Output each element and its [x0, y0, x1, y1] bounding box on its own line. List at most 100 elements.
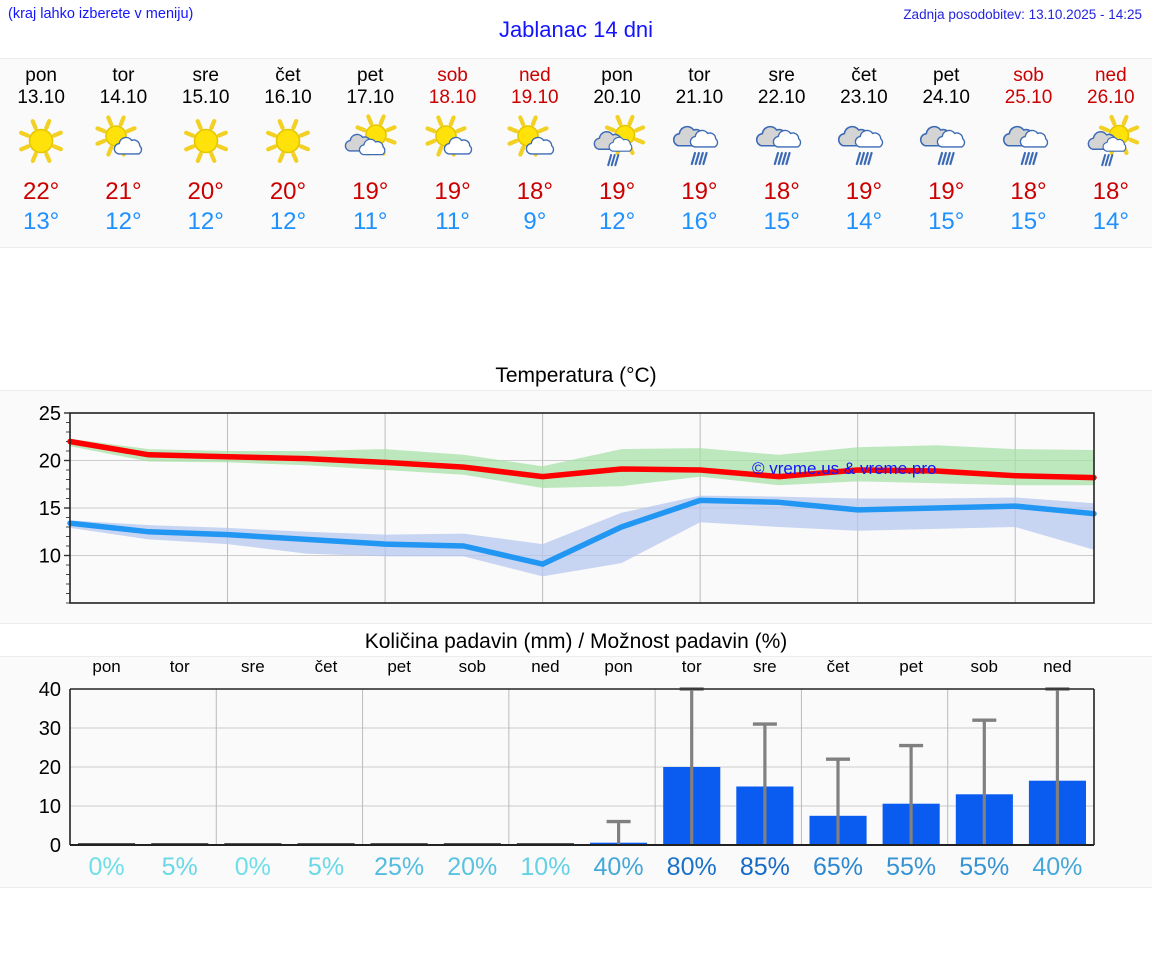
sun-cloud-icon [503, 111, 567, 173]
forecast-day-date: 14.10 [99, 87, 148, 108]
forecast-day-column[interactable]: sob 18.10 19° 11° [411, 59, 493, 247]
forecast-day-name: sob [1013, 65, 1044, 86]
sun-cloud-rain-icon [585, 111, 649, 173]
forecast-day-date: 24.10 [922, 87, 970, 108]
precipitation-probability: 85% [739, 852, 790, 881]
svg-text:15: 15 [39, 498, 61, 520]
precipitation-probability: 20% [447, 852, 498, 881]
forecast-day-date: 17.10 [346, 87, 395, 108]
svg-text:25: 25 [39, 403, 61, 425]
forecast-max-temp: 20° [269, 178, 307, 205]
forecast-day-name: sob [437, 65, 468, 86]
precipitation-probability-row: 0% 5% 0% 5% 25% 20% 10% 40% 80% 85% 65% 55% 55% 40% [70, 847, 1094, 887]
precipitation-day-label: sre [241, 657, 265, 676]
rain-icon [997, 111, 1061, 173]
forecast-day-column[interactable]: ned 19.10 18° 9° [494, 59, 576, 247]
daily-forecast-strip: pon 13.10 22° 13° tor 14.10 21° 12° sre 15.10 20°… [0, 58, 1152, 248]
svg-text:20: 20 [39, 451, 61, 473]
sunny-icon [9, 111, 73, 173]
forecast-day-name: ned [518, 65, 551, 86]
rain-icon [914, 111, 978, 173]
last-updated-text: Zadnja posodobitev: 13.10.2025 - 14:25 [903, 7, 1142, 22]
forecast-day-column[interactable]: pon 13.10 22° 13° [0, 59, 82, 247]
precipitation-day-label: pet [899, 657, 923, 676]
watermark-text: © vreme.us & vreme.pro [752, 459, 937, 478]
forecast-day-date: 26.10 [1087, 87, 1135, 108]
precipitation-plot: 0 10 20 30 40 [39, 679, 1095, 857]
svg-text:10: 10 [39, 796, 61, 818]
forecast-day-date: 13.10 [17, 87, 65, 108]
forecast-day-name: sre [192, 65, 219, 86]
forecast-min-temp: 12° [105, 208, 142, 235]
forecast-day-column[interactable]: pet 17.10 19° 11° [329, 59, 411, 247]
forecast-max-temp: 18° [1010, 178, 1047, 205]
precipitation-day-label: pet [387, 657, 411, 676]
forecast-min-temp: 14° [845, 208, 883, 235]
forecast-day-date: 15.10 [181, 87, 230, 108]
precipitation-probability: 40% [593, 852, 644, 881]
forecast-day-date: 21.10 [675, 87, 724, 108]
svg-text:0: 0 [50, 835, 61, 857]
forecast-min-temp: 9° [523, 208, 547, 235]
forecast-min-temp: 15° [928, 208, 965, 235]
precipitation-probability: 40% [1032, 852, 1083, 881]
forecast-day-column[interactable]: čet 16.10 20° 12° [247, 59, 329, 247]
forecast-day-column[interactable]: pet 24.10 19° 15° [905, 59, 987, 247]
sun-cloud-icon [91, 111, 155, 173]
precipitation-probability: 80% [666, 852, 717, 881]
forecast-day-name: čet [851, 65, 877, 86]
precipitation-probability: 0% [88, 852, 125, 881]
forecast-day-column[interactable]: čet 23.10 19° 14° [823, 59, 905, 247]
forecast-day-name: tor [688, 65, 711, 86]
location-menu-hint[interactable]: (kraj lahko izberete v meniju) [8, 6, 194, 22]
forecast-day-column[interactable]: pon 20.10 19° 12° [576, 59, 658, 247]
forecast-min-temp: 16° [681, 208, 718, 235]
forecast-min-temp: 14° [1092, 208, 1129, 235]
page-title: Jablanac 14 dni [498, 17, 654, 42]
forecast-day-name: pon [25, 65, 57, 86]
precipitation-day-label: pon [92, 657, 121, 676]
forecast-day-column[interactable]: tor 21.10 19° 16° [658, 59, 740, 247]
forecast-max-temp: 21° [105, 178, 142, 205]
forecast-day-name: tor [112, 65, 135, 86]
precipitation-day-label: ned [531, 657, 560, 676]
precipitation-day-label: sob [970, 657, 998, 676]
rain-icon [667, 111, 731, 173]
forecast-min-temp: 11° [435, 208, 470, 235]
precipitation-day-label: ned [1043, 657, 1072, 676]
svg-text:20: 20 [39, 757, 61, 779]
forecast-min-temp: 12° [187, 208, 224, 235]
forecast-max-temp: 18° [763, 178, 800, 205]
forecast-min-temp: 12° [269, 208, 307, 235]
temperature-chart: 10 15 20 25 © vreme.us & vreme.pro [0, 390, 1152, 624]
forecast-day-column[interactable]: tor 14.10 21° 12° [82, 59, 164, 247]
forecast-min-temp: 15° [763, 208, 800, 235]
cloud-sun-icon [338, 111, 402, 173]
forecast-max-temp: 20° [187, 178, 224, 205]
precipitation-day-label: sob [458, 657, 486, 676]
forecast-max-temp: 19° [681, 178, 718, 205]
forecast-max-temp: 19° [434, 178, 471, 205]
forecast-day-date: 16.10 [264, 87, 312, 108]
content-gap [0, 248, 1152, 358]
forecast-max-temp: 19° [352, 178, 389, 205]
temperature-chart-title: Temperatura (°C) [0, 358, 1152, 390]
precipitation-day-label: tor [169, 657, 190, 676]
rain-icon [750, 111, 814, 173]
forecast-day-column[interactable]: sre 15.10 20° 12° [165, 59, 247, 247]
precipitation-day-label: pon [604, 657, 633, 676]
forecast-max-temp: 18° [1092, 178, 1129, 205]
forecast-day-name: pon [601, 65, 633, 86]
forecast-max-temp: 18° [516, 178, 553, 205]
forecast-day-name: pet [357, 65, 384, 86]
forecast-day-column[interactable]: sre 22.10 18° 15° [741, 59, 823, 247]
forecast-day-date: 25.10 [1004, 87, 1053, 108]
forecast-day-date: 23.10 [840, 87, 888, 108]
svg-text:30: 30 [39, 718, 61, 740]
precipitation-probability: 25% [374, 852, 425, 881]
forecast-day-column[interactable]: sob 25.10 18° 15° [987, 59, 1069, 247]
forecast-day-name: pet [933, 65, 960, 86]
precipitation-probability: 55% [886, 852, 937, 881]
forecast-day-column[interactable]: ned 26.10 18° 14° [1070, 59, 1152, 247]
precipitation-probability: 5% [307, 852, 345, 881]
